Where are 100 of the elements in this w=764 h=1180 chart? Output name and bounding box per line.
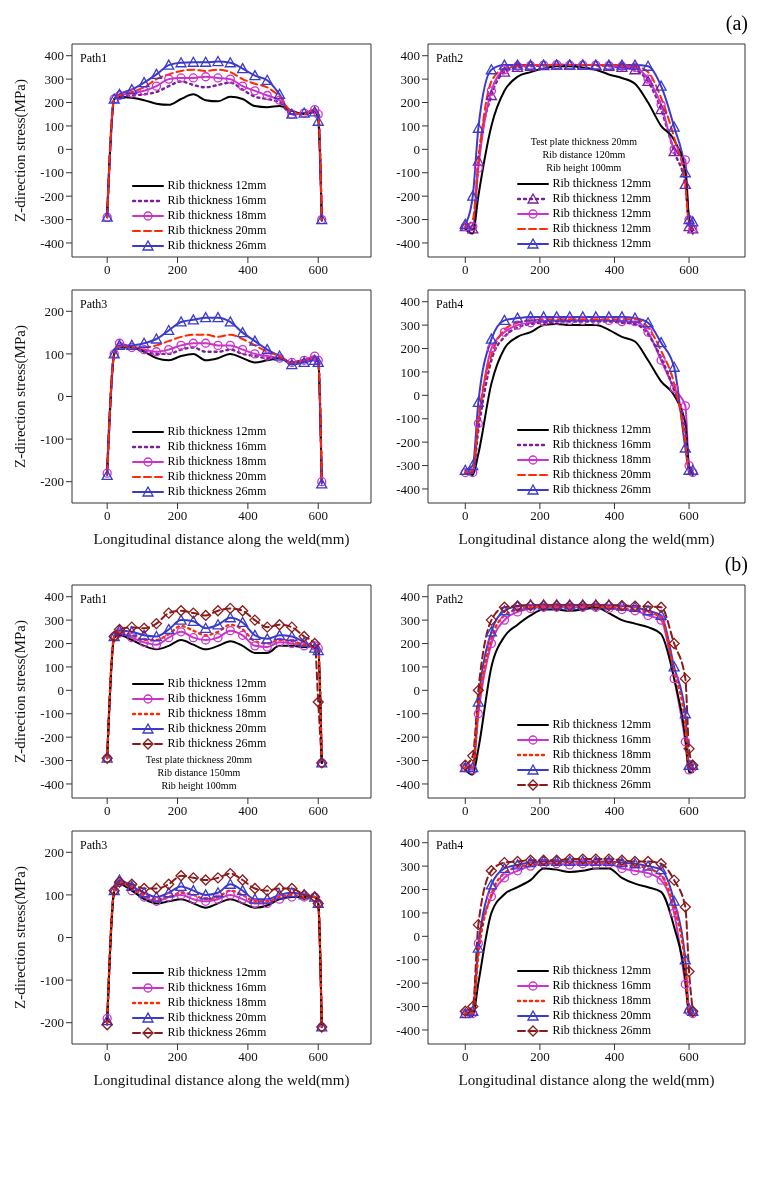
text: Path1 xyxy=(80,592,108,607)
x-tick-label: 0 xyxy=(103,508,111,524)
y-axis-title: Z-direction stress(MPa) xyxy=(12,866,30,1009)
y-tick-label: -300 xyxy=(396,999,420,1015)
text: Path4 xyxy=(436,838,464,853)
y-tick-label: -400 xyxy=(396,1022,420,1038)
text: Path3 xyxy=(80,838,108,853)
x-tick-label: 600 xyxy=(679,803,699,819)
x-tick-label: 600 xyxy=(308,1049,328,1065)
legend-label: Rib thickness 18mm xyxy=(167,995,267,1010)
y-tick-label: 200 xyxy=(400,882,420,898)
annotation: Rib height 100mm xyxy=(545,161,623,174)
y-tick-label: -100 xyxy=(40,431,64,447)
legend-label: Rib thickness 26mm xyxy=(167,238,267,253)
legend-label: Rib thickness 12mm xyxy=(552,717,652,732)
x-tick-label: 600 xyxy=(308,508,328,524)
y-tick-label: 0 xyxy=(57,141,64,157)
y-tick-label: 400 xyxy=(44,48,64,64)
x-tick-label: 200 xyxy=(167,508,188,524)
text: Path2 xyxy=(436,592,464,607)
legend-label: Rib thickness 16mm xyxy=(167,439,267,454)
legend-label: Rib thickness 12mm xyxy=(167,676,267,691)
y-axis-title: Z-direction stress(MPa) xyxy=(12,325,30,468)
y-axis-title: Z-direction stress(MPa) xyxy=(12,620,30,763)
text: Path4 xyxy=(436,297,464,312)
y-tick-label: 100 xyxy=(44,118,64,134)
y-tick-label: 300 xyxy=(400,858,420,874)
legend-label: Rib thickness 16mm xyxy=(552,732,652,747)
x-tick-label: 400 xyxy=(238,1049,258,1065)
annotation: Test plate thickness 20mm xyxy=(529,135,638,148)
y-tick-label: -400 xyxy=(40,776,64,792)
y-tick-label: 200 xyxy=(44,636,64,652)
y-tick-label: -100 xyxy=(396,706,420,722)
legend-label: Rib thickness 20mm xyxy=(552,762,652,777)
legend-label: Rib thickness 26mm xyxy=(167,484,267,499)
legend-label: Rib thickness 26mm xyxy=(552,482,652,497)
legend-label: Rib thickness 26mm xyxy=(167,1025,267,1040)
y-tick-label: 400 xyxy=(400,589,420,605)
legend-label: Rib thickness 18mm xyxy=(167,706,267,721)
x-tick-label: 0 xyxy=(103,262,111,278)
y-tick-label: 0 xyxy=(413,387,420,403)
y-tick-label: -400 xyxy=(396,235,420,251)
annotation: Rib distance 150mm xyxy=(156,766,242,779)
x-axis-title: Longitudinal distance along the weld(mm) xyxy=(93,1072,350,1089)
x-tick-label: 0 xyxy=(462,803,469,819)
y-tick-label: 0 xyxy=(413,682,420,698)
legend-label: Rib thickness 12mm xyxy=(167,965,267,980)
legend-label: Rib thickness 18mm xyxy=(552,747,652,762)
y-tick-label: 100 xyxy=(400,118,420,134)
y-tick-label: 300 xyxy=(400,612,420,628)
y-tick-label: 100 xyxy=(44,887,64,903)
y-tick-label: 300 xyxy=(44,71,64,87)
legend-label: Rib thickness 18mm xyxy=(552,993,652,1008)
legend-label: Rib thickness 26mm xyxy=(167,736,267,751)
y-tick-label: -100 xyxy=(40,165,64,181)
y-tick-label: 100 xyxy=(44,346,64,362)
legend-label: Rib thickness 18mm xyxy=(167,208,267,223)
y-tick-label: 0 xyxy=(57,682,64,698)
y-tick-label: 300 xyxy=(400,317,420,333)
x-axis-title: Longitudinal distance along the weld(mm) xyxy=(458,531,715,548)
legend-label: Rib thickness 16mm xyxy=(167,980,267,995)
y-tick-label: 200 xyxy=(44,303,64,319)
y-tick-label: -100 xyxy=(40,972,64,988)
y-tick-label: 0 xyxy=(413,928,420,944)
y-tick-label: -100 xyxy=(396,952,420,968)
y-tick-label: -100 xyxy=(396,165,420,181)
x-tick-label: 400 xyxy=(238,508,258,524)
x-tick-label: 600 xyxy=(679,262,699,278)
x-tick-label: 400 xyxy=(604,803,625,819)
chart-subtitle: (b) xyxy=(723,552,749,578)
x-tick-label: 200 xyxy=(167,262,188,278)
y-tick-label: -400 xyxy=(396,481,420,497)
x-tick-label: 400 xyxy=(604,262,625,278)
legend-label: Rib thickness 12mm xyxy=(552,963,652,978)
y-tick-label: -300 xyxy=(396,458,420,474)
x-tick-label: 400 xyxy=(604,1049,625,1065)
legend-label: Rib thickness 12mm xyxy=(167,424,267,439)
y-tick-label: 200 xyxy=(400,636,420,652)
legend-label: Rib thickness 12mm xyxy=(552,191,652,206)
x-tick-label: 0 xyxy=(103,803,111,819)
y-tick-label: 0 xyxy=(57,389,64,405)
x-tick-label: 600 xyxy=(679,508,699,524)
x-tick-label: 0 xyxy=(462,262,469,278)
y-tick-label: 400 xyxy=(44,589,64,605)
y-tick-label: -200 xyxy=(40,1015,64,1031)
y-tick-label: -100 xyxy=(396,411,420,427)
x-tick-label: 400 xyxy=(238,262,258,278)
y-tick-label: -200 xyxy=(40,729,64,745)
legend-label: Rib thickness 20mm xyxy=(552,1008,652,1023)
y-tick-label: -200 xyxy=(396,729,420,745)
annotation: Rib distance 120mm xyxy=(541,148,627,161)
legend-label: Rib thickness 12mm xyxy=(552,221,652,236)
legend-label: Rib thickness 20mm xyxy=(167,223,267,238)
x-tick-label: 0 xyxy=(103,1049,111,1065)
y-tick-label: -400 xyxy=(396,776,420,792)
y-tick-label: -100 xyxy=(40,706,64,722)
y-tick-label: -300 xyxy=(396,212,420,228)
y-tick-label: 300 xyxy=(400,71,420,87)
legend-label: Rib thickness 12mm xyxy=(552,176,652,191)
legend-label: Rib thickness 18mm xyxy=(167,454,267,469)
